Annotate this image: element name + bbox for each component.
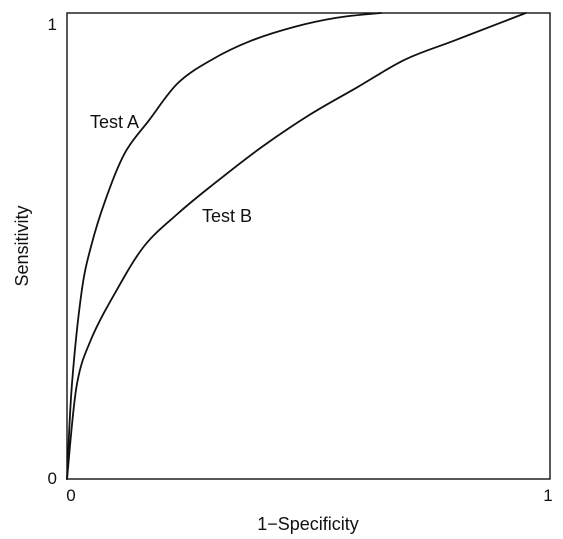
plot-frame <box>66 12 551 480</box>
x-tick-label-right: 1 <box>543 486 552 505</box>
test-a-label: Test A <box>90 112 139 132</box>
series-layer <box>66 12 527 480</box>
test-a-curve <box>66 12 382 480</box>
y-tick-label-top: 1 <box>48 15 57 34</box>
test-b-label: Test B <box>202 206 252 226</box>
y-tick-label-bottom: 0 <box>48 469 57 488</box>
y-axis-title: Sensitivity <box>12 205 32 286</box>
x-tick-label-left: 0 <box>66 486 75 505</box>
x-axis-title: 1−Specificity <box>257 514 359 534</box>
test-b-curve <box>66 12 527 480</box>
